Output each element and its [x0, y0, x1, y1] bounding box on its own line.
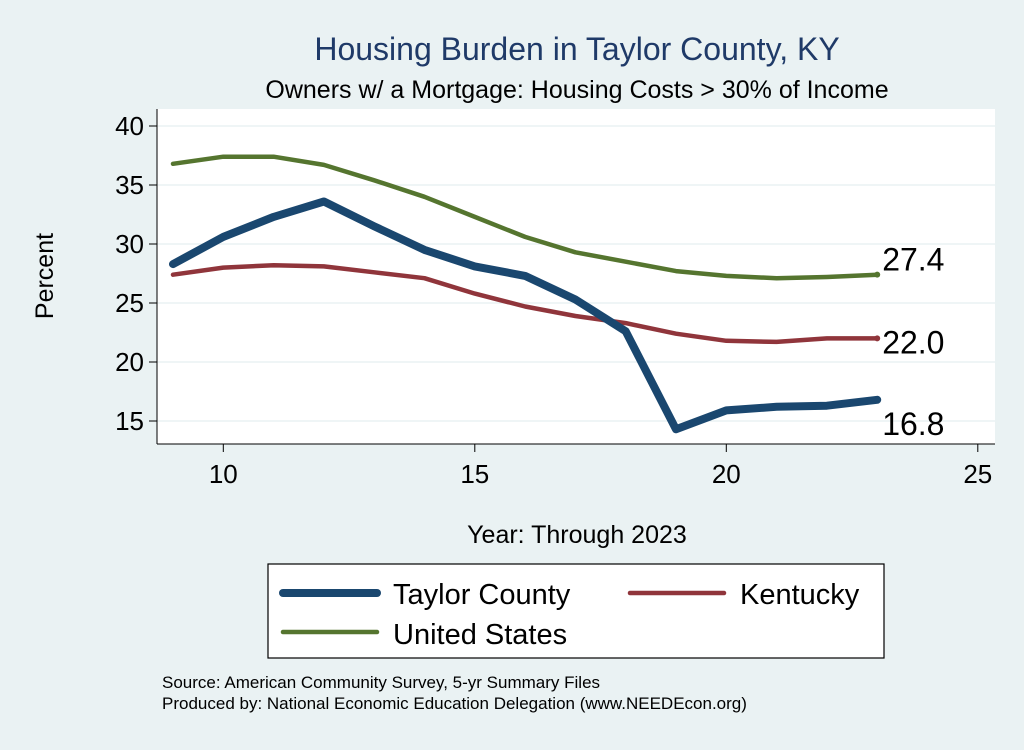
y-tick-label: 25	[115, 288, 144, 318]
series-line-kentucky	[170, 262, 880, 345]
chart-title: Housing Burden in Taylor County, KY	[314, 31, 839, 67]
end-labels: 16.8 22.0 27.4	[882, 242, 944, 442]
source-note: Source: American Community Survey, 5-yr …	[162, 673, 600, 692]
x-axis-label: Year: Through 2023	[467, 521, 687, 549]
y-tick-label: 20	[115, 347, 144, 377]
series-end-marker	[874, 396, 881, 403]
series-line-taylor-county	[169, 197, 882, 434]
produced-by-note: Produced by: National Economic Education…	[162, 694, 747, 713]
end-value-label: 16.8	[882, 406, 944, 442]
legend-label: Taylor County	[393, 579, 571, 611]
series-end-marker	[874, 335, 881, 342]
x-tick-label: 25	[963, 459, 992, 489]
legend-box	[267, 563, 885, 659]
y-tick-label: 30	[115, 229, 144, 259]
series-line-united-states	[170, 154, 880, 281]
legend: Taylor County Kentucky United States	[267, 563, 885, 659]
end-value-label: 22.0	[882, 324, 944, 360]
x-tick-label: 10	[209, 459, 238, 489]
series-end-marker	[874, 271, 881, 278]
series-layer	[169, 154, 882, 434]
chart-subtitle: Owners w/ a Mortgage: Housing Costs > 30…	[265, 76, 888, 104]
legend-label: Kentucky	[740, 579, 860, 611]
x-tick-label: 15	[460, 459, 489, 489]
y-tick-label: 40	[115, 111, 144, 141]
axes: 15 20 25 30 35 40 10 15 20 25	[115, 109, 995, 489]
y-axis-label: Percent	[31, 233, 59, 319]
x-tick-label: 20	[712, 459, 741, 489]
y-tick-label: 15	[115, 406, 144, 436]
y-tick-label: 35	[115, 170, 144, 200]
legend-label: United States	[393, 619, 567, 651]
end-value-label: 27.4	[882, 242, 944, 278]
